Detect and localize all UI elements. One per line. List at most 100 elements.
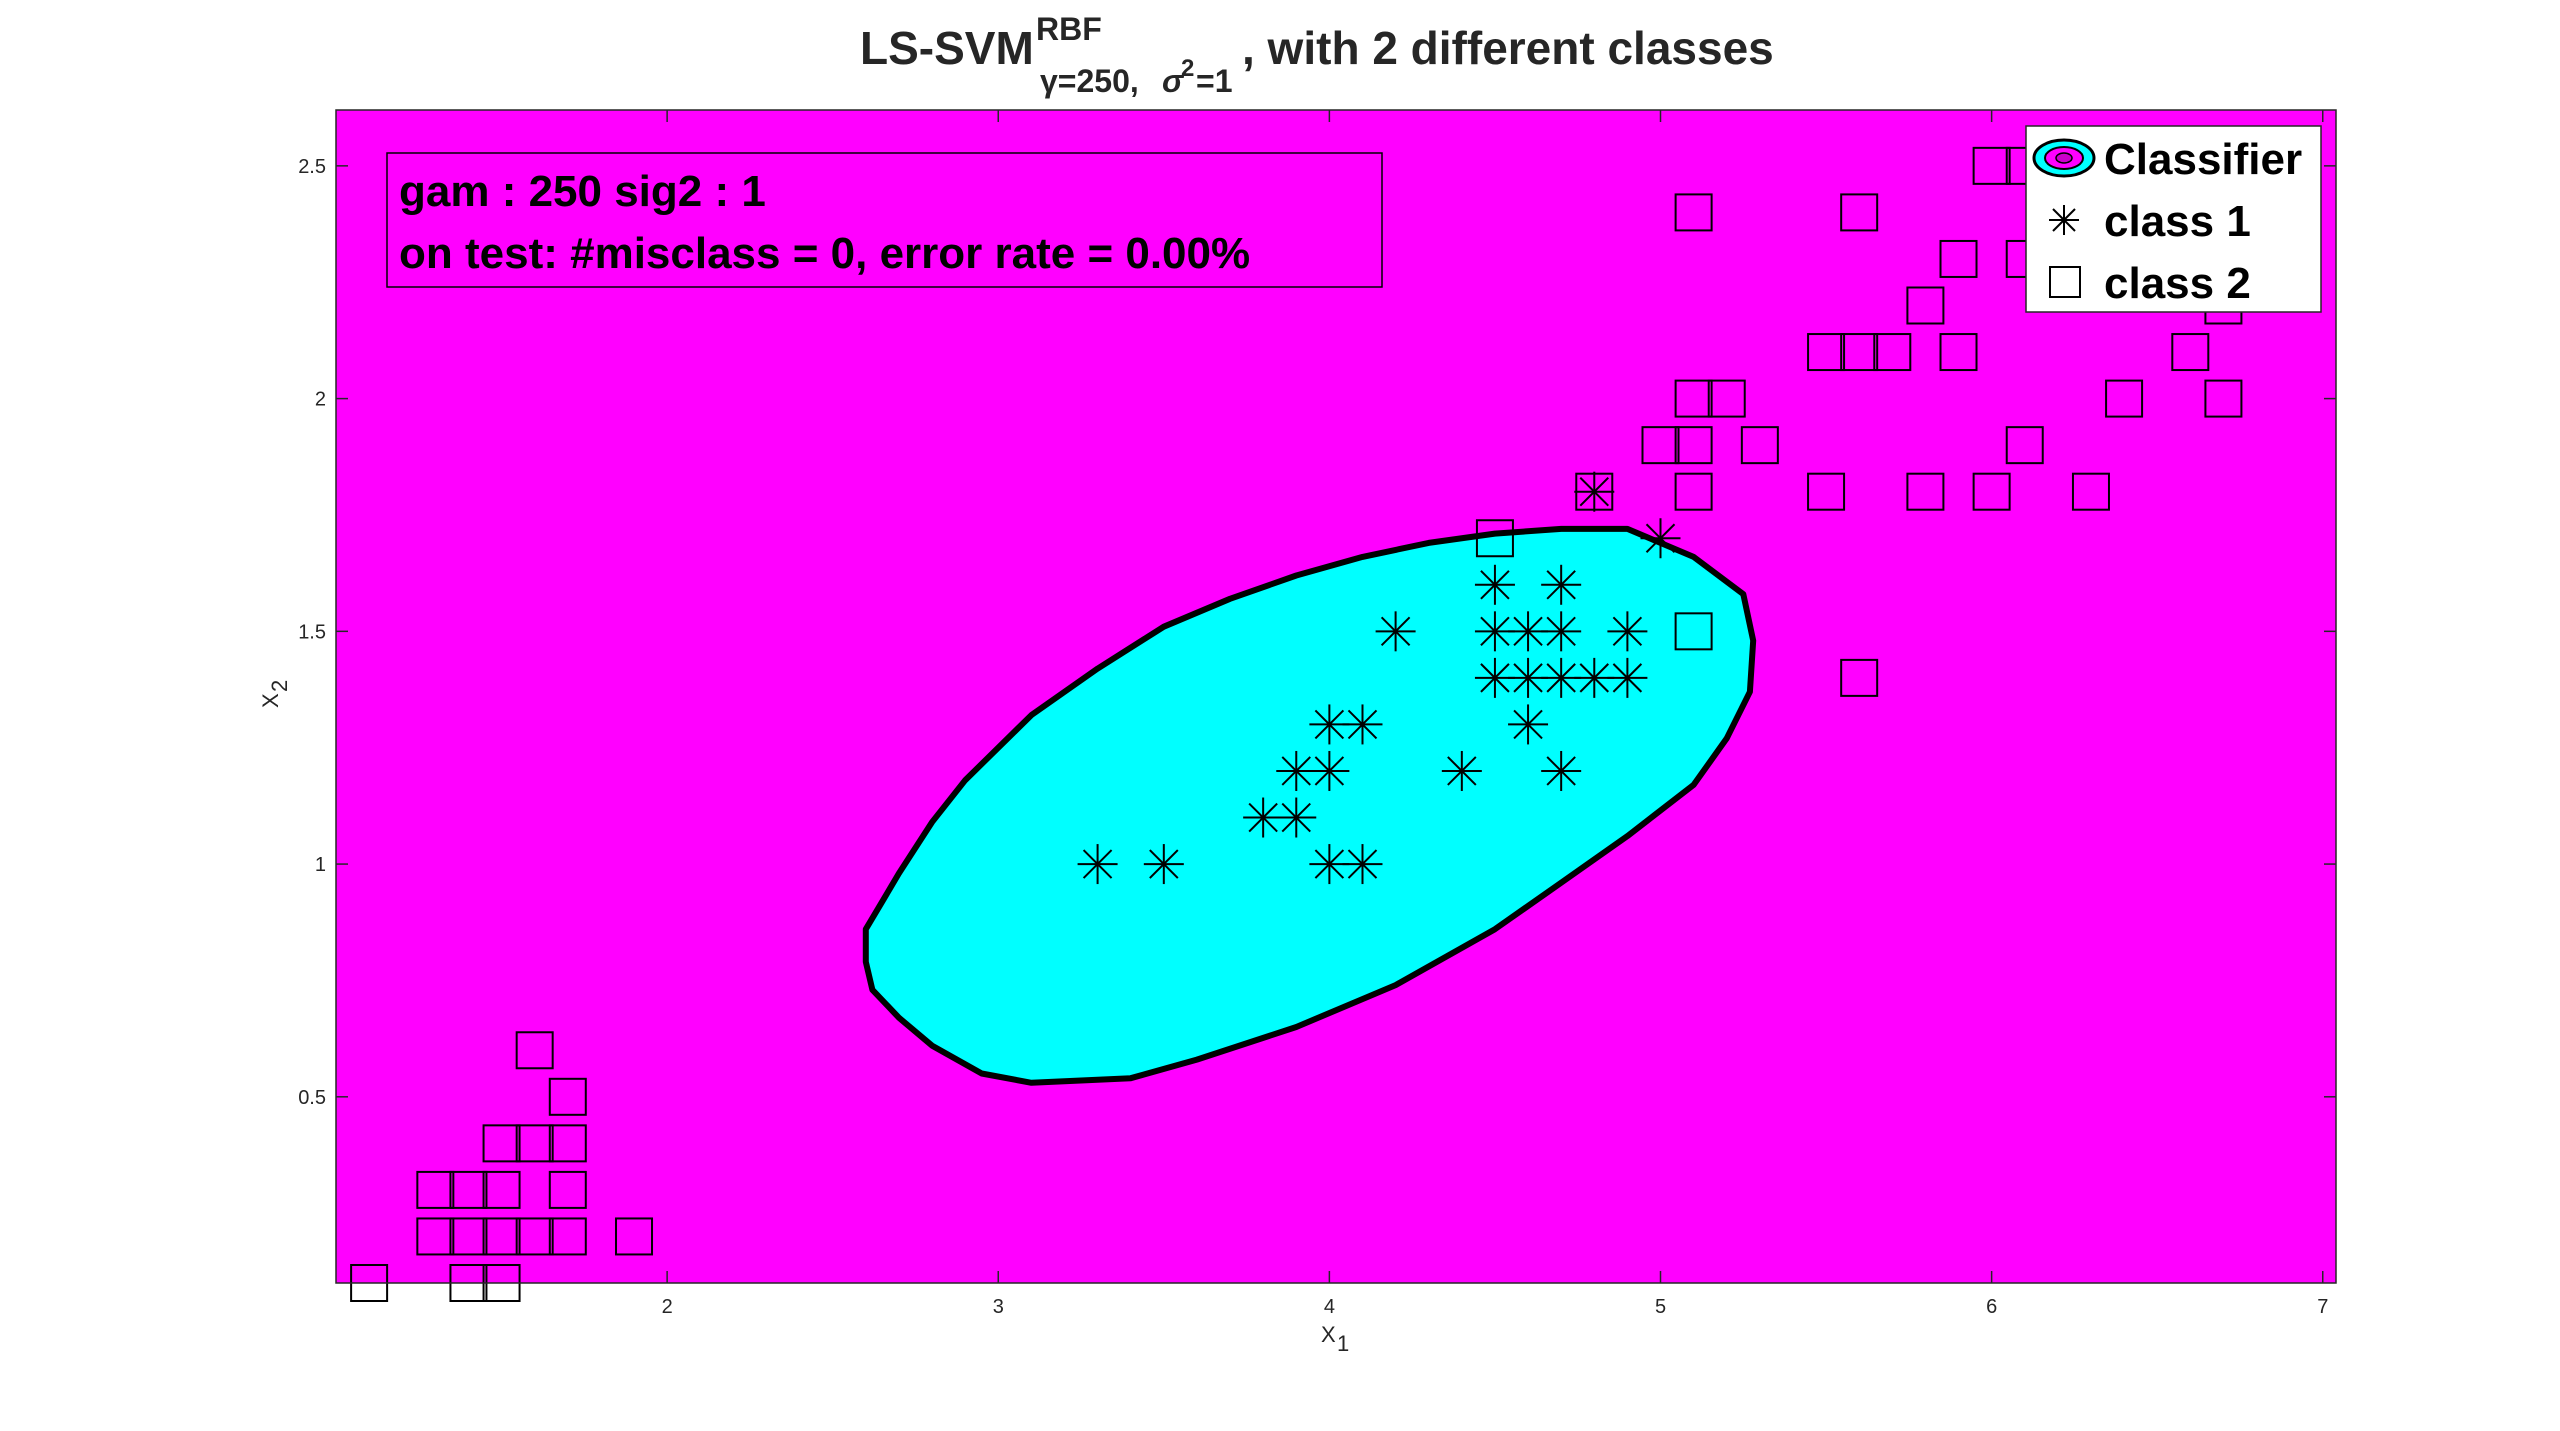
title-subscript-sigma-exp: 2 (1181, 55, 1194, 82)
x-axis-label: X 1 (1321, 1322, 1349, 1356)
classifier-region (862, 525, 1757, 1086)
class-1-point (1276, 750, 1317, 791)
class-2-point (449, 1170, 488, 1209)
class-1-point (1309, 704, 1350, 745)
class-2-point (482, 1170, 521, 1209)
class-1-point (1474, 564, 1515, 605)
class-2-point (2105, 379, 2144, 418)
class-2-point (2171, 333, 2210, 372)
class-2-point (1674, 426, 1713, 465)
class-1-point (1640, 518, 1681, 559)
title-subscript-sigma: σ (1162, 63, 1185, 99)
title-main: LS-SVM (860, 22, 1034, 74)
class-2-point (482, 1217, 521, 1256)
class-2-point (1840, 658, 1879, 697)
info-box-frame (386, 152, 1383, 288)
class-2-point (1674, 472, 1713, 511)
class-1-point (1342, 844, 1383, 885)
class-1-point (1441, 750, 1482, 791)
class-2-point (548, 1077, 587, 1116)
class-2-point (1807, 333, 1846, 372)
y-axis-ticks: 0.5 1 1.5 2 2.5 (298, 156, 2336, 1109)
class-1-point (1541, 750, 1582, 791)
title-subscript-gamma: γ=250, (1040, 63, 1139, 99)
class-2-point (615, 1217, 654, 1256)
class-2-point (1840, 193, 1879, 232)
y-tick-label: 2 (315, 389, 326, 411)
legend: Classifier class 1 class 2 (2025, 125, 2322, 313)
y-axis-label-sub: 2 (267, 680, 292, 692)
class-2-point (1873, 333, 1912, 372)
class-2-point (482, 1124, 521, 1163)
x-tick-label: 7 (2317, 1296, 2328, 1318)
class-2-point (1807, 472, 1846, 511)
class-2-point (2204, 379, 2243, 418)
class-2-point (548, 1170, 587, 1209)
class-2-point (1972, 472, 2011, 511)
class-1-markers (1077, 471, 1681, 885)
class-2-point (1674, 612, 1713, 651)
y-tick-label: 2.5 (298, 156, 326, 178)
class-1-point (1541, 564, 1582, 605)
title-superscript: RBF (1036, 11, 1102, 47)
legend-label-class2: class 2 (2104, 259, 2251, 308)
class-2-point (1939, 333, 1978, 372)
class-1-point (1474, 657, 1515, 698)
class-1-point (1276, 797, 1317, 838)
class-2-point (2005, 426, 2044, 465)
class-1-point (1309, 750, 1350, 791)
class-2-point (1939, 239, 1978, 278)
class-1-point (1375, 611, 1416, 652)
class-1-point (1541, 611, 1582, 652)
class-2-point (1575, 472, 1614, 511)
legend-class1-marker (2049, 205, 2079, 235)
title-subscript-tail: =1 (1196, 63, 1232, 99)
class-2-point (515, 1217, 554, 1256)
y-tick-label: 1 (315, 854, 326, 876)
x-tick-label: 3 (993, 1296, 1004, 1318)
x-tick-label: 4 (1324, 1296, 1335, 1318)
class-2-point (1674, 193, 1713, 232)
x-axis-label-text: X (1321, 1322, 1336, 1347)
class-2-point (449, 1217, 488, 1256)
axes-box (335, 109, 2337, 1284)
class-2-point (1475, 519, 1514, 558)
legend-classifier-swatch (2032, 138, 2096, 178)
class-1-point (1508, 611, 1549, 652)
legend-class2-marker (2049, 266, 2081, 298)
title-suffix: , with 2 different classes (1242, 22, 1774, 74)
class-1-point (1077, 844, 1118, 885)
class-1-point (1508, 704, 1549, 745)
class-2-point (548, 1124, 587, 1163)
class-2-point (1674, 379, 1713, 418)
class-2-point (1641, 426, 1680, 465)
class-2-point (1740, 426, 1779, 465)
class-2-point (416, 1217, 455, 1256)
y-axis-label-text: X (258, 693, 283, 708)
x-tick-label: 2 (662, 1296, 673, 1318)
y-tick-label: 0.5 (298, 1087, 326, 1109)
x-axis-ticks: 2 3 4 5 6 7 (662, 110, 2328, 1318)
legend-label-classifier: Classifier (2104, 135, 2302, 184)
class-1-point (1607, 611, 1648, 652)
class-2-point (2071, 472, 2110, 511)
class-2-point (1906, 472, 1945, 511)
info-line-2: on test: #misclass = 0, error rate = 0.0… (399, 229, 1250, 278)
class-2-point (1707, 379, 1746, 418)
class-2-point (1840, 333, 1879, 372)
class-1-point (1143, 844, 1184, 885)
x-tick-label: 5 (1655, 1296, 1666, 1318)
x-tick-label: 6 (1986, 1296, 1997, 1318)
x-axis-label-sub: 1 (1337, 1331, 1349, 1356)
info-line-1: gam : 250 sig2 : 1 (399, 167, 766, 216)
class-2-point (1972, 146, 2011, 185)
class-1-point (1607, 657, 1648, 698)
info-box: gam : 250 sig2 : 1 on test: #misclass = … (386, 152, 1383, 288)
class-2-point (515, 1124, 554, 1163)
y-axis-label: X 2 (258, 680, 292, 708)
class-1-point (1574, 471, 1615, 512)
class-2-point (548, 1217, 587, 1256)
class-1-point (1342, 704, 1383, 745)
class-2-point (1906, 286, 1945, 325)
